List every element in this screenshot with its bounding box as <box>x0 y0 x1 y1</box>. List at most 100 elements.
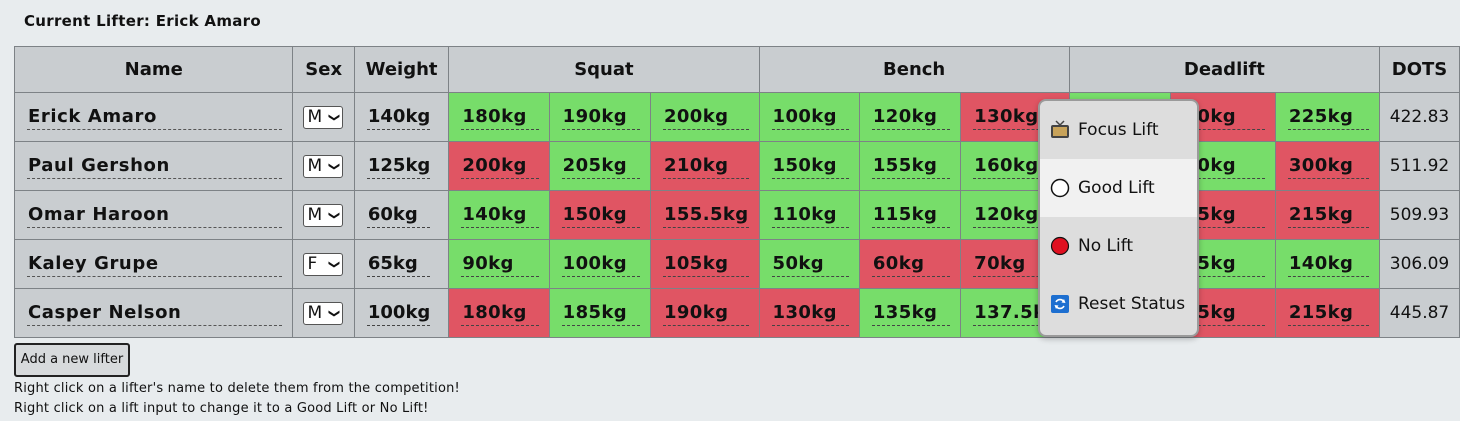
sex-select[interactable]: M ❯ <box>303 203 344 227</box>
sex-cell: M ❯ <box>292 190 355 240</box>
deadlift-attempt-3-cell: 215kg <box>1274 190 1381 240</box>
bench-attempt-3-input[interactable]: 137.5kg <box>973 300 1059 326</box>
squat-attempt-2-input[interactable]: 185kg <box>561 300 640 326</box>
red-circle-icon <box>1050 236 1070 256</box>
bench-attempt-2-input[interactable]: 115kg <box>871 202 951 228</box>
table-row: Erick Amaro M ❯ 140kg 180kg 190kg 200kg 100kg 12… <box>13 92 1460 142</box>
sex-select[interactable]: F ❯ <box>303 252 344 276</box>
bench-attempt-1-input[interactable]: 110kg <box>771 202 849 228</box>
bench-attempt-3-input[interactable]: 130kg <box>973 104 1059 130</box>
col-deadlift: Deadlift <box>1068 46 1381 93</box>
bodyweight-input[interactable]: 100kg <box>366 300 431 326</box>
header-row: Name Sex Weight Squat Bench Deadlift DOT… <box>13 46 1460 93</box>
squat-attempt-3-input[interactable]: 190kg <box>662 300 749 326</box>
bench-attempt-2-input[interactable]: 155kg <box>871 153 951 179</box>
squat-attempt-3-input[interactable]: 200kg <box>662 104 749 130</box>
add-lifter-button[interactable]: Add a new lifter <box>14 343 130 377</box>
context-menu: Focus Lift Good Lift No Lift Reset Statu… <box>1038 99 1199 337</box>
lifter-name-input[interactable]: Paul Gershon <box>27 153 283 179</box>
squat-attempt-1-cell: 180kg <box>448 92 550 142</box>
bodyweight-input[interactable]: 125kg <box>366 153 431 179</box>
bodyweight-input[interactable]: 140kg <box>366 104 431 130</box>
menu-item-good-lift[interactable]: Good Lift <box>1040 159 1197 217</box>
lifter-name-input[interactable]: Erick Amaro <box>27 104 283 130</box>
bench-attempt-2-cell: 135kg <box>858 288 962 338</box>
lifter-name-input[interactable]: Omar Haroon <box>27 202 283 228</box>
menu-item-reset-status[interactable]: Reset Status <box>1040 275 1197 333</box>
weight-cell: 125kg <box>353 141 450 191</box>
current-lifter-label: Current Lifter: Erick Amaro <box>24 12 261 30</box>
bench-attempt-2-input[interactable]: 135kg <box>871 300 951 326</box>
squat-attempt-1-cell: 90kg <box>448 239 550 289</box>
bench-attempt-1-input[interactable]: 130kg <box>771 300 849 326</box>
squat-attempt-3-cell: 155.5kg <box>649 190 760 240</box>
menu-item-no-lift[interactable]: No Lift <box>1040 217 1197 275</box>
squat-attempt-1-input[interactable]: 180kg <box>461 104 539 130</box>
bench-attempt-1-cell: 100kg <box>758 92 860 142</box>
col-dots: DOTS <box>1379 46 1460 93</box>
tv-icon <box>1050 120 1070 140</box>
bench-attempt-1-input[interactable]: 50kg <box>771 251 849 277</box>
weight-cell: 140kg <box>353 92 450 142</box>
bench-attempt-1-cell: 110kg <box>758 190 860 240</box>
chevron-down-icon: ❯ <box>328 308 342 318</box>
squat-attempt-2-input[interactable]: 190kg <box>561 104 640 130</box>
squat-attempt-1-input[interactable]: 90kg <box>461 251 539 277</box>
squat-attempt-2-cell: 150kg <box>548 190 651 240</box>
squat-attempt-2-input[interactable]: 100kg <box>561 251 640 277</box>
bench-attempt-2-input[interactable]: 60kg <box>871 251 951 277</box>
sex-select[interactable]: M ❯ <box>303 154 344 178</box>
lifter-name-cell: Erick Amaro <box>13 92 294 142</box>
bench-attempt-3-input[interactable]: 120kg <box>973 202 1059 228</box>
lifter-name-input[interactable]: Kaley Grupe <box>27 251 283 277</box>
lifter-name-cell: Omar Haroon <box>13 190 294 240</box>
dots-cell: 509.93 <box>1379 190 1460 240</box>
lifters-table: Name Sex Weight Squat Bench Deadlift DOT… <box>13 46 1460 338</box>
squat-attempt-1-cell: 200kg <box>448 141 550 191</box>
squat-attempt-1-cell: 140kg <box>448 190 550 240</box>
col-sex: Sex <box>292 46 355 93</box>
deadlift-attempt-3-cell: 140kg <box>1274 239 1381 289</box>
col-squat: Squat <box>448 46 760 93</box>
bench-attempt-1-input[interactable]: 100kg <box>771 104 849 130</box>
deadlift-attempt-3-input[interactable]: 300kg <box>1287 153 1369 179</box>
chevron-down-icon: ❯ <box>328 112 342 122</box>
deadlift-attempt-3-input[interactable]: 215kg <box>1287 300 1369 326</box>
menu-item-focus-lift[interactable]: Focus Lift <box>1040 101 1197 159</box>
squat-attempt-2-input[interactable]: 205kg <box>561 153 640 179</box>
bench-attempt-3-input[interactable]: 70kg <box>973 251 1059 277</box>
squat-attempt-3-input[interactable]: 105kg <box>662 251 749 277</box>
bodyweight-input[interactable]: 65kg <box>366 251 431 277</box>
squat-attempt-1-cell: 180kg <box>448 288 550 338</box>
sex-select[interactable]: M ❯ <box>303 105 344 129</box>
squat-attempt-2-cell: 100kg <box>548 239 651 289</box>
bench-attempt-3-input[interactable]: 160kg <box>973 153 1059 179</box>
deadlift-attempt-3-input[interactable]: 215kg <box>1287 202 1369 228</box>
bodyweight-input[interactable]: 60kg <box>366 202 431 228</box>
table-row: Kaley Grupe F ❯ 65kg 90kg 100kg 105kg 50kg 60kg 7… <box>13 239 1460 289</box>
squat-attempt-2-cell: 205kg <box>548 141 651 191</box>
deadlift-attempt-3-cell: 225kg <box>1274 92 1381 142</box>
squat-attempt-1-input[interactable]: 180kg <box>461 300 539 326</box>
weight-cell: 100kg <box>353 288 450 338</box>
bench-attempt-1-input[interactable]: 150kg <box>771 153 849 179</box>
lifter-name-input[interactable]: Casper Nelson <box>27 300 283 326</box>
deadlift-attempt-3-input[interactable]: 140kg <box>1287 251 1369 277</box>
squat-attempt-1-input[interactable]: 140kg <box>461 202 539 228</box>
chevron-down-icon: ❯ <box>328 259 342 269</box>
sex-select[interactable]: M ❯ <box>303 301 344 325</box>
dots-cell: 511.92 <box>1379 141 1460 191</box>
squat-attempt-2-input[interactable]: 150kg <box>561 202 640 228</box>
squat-attempt-3-input[interactable]: 210kg <box>662 153 749 179</box>
squat-attempt-1-input[interactable]: 200kg <box>461 153 539 179</box>
col-bench: Bench <box>758 46 1070 93</box>
col-name: Name <box>13 46 294 93</box>
bench-attempt-2-cell: 115kg <box>858 190 962 240</box>
bench-attempt-2-input[interactable]: 120kg <box>871 104 951 130</box>
bench-attempt-1-cell: 150kg <box>758 141 860 191</box>
squat-attempt-3-input[interactable]: 155.5kg <box>662 202 749 228</box>
sex-cell: F ❯ <box>292 239 355 289</box>
dots-cell: 306.09 <box>1379 239 1460 289</box>
lifter-name-cell: Paul Gershon <box>13 141 294 191</box>
deadlift-attempt-3-input[interactable]: 225kg <box>1287 104 1369 130</box>
